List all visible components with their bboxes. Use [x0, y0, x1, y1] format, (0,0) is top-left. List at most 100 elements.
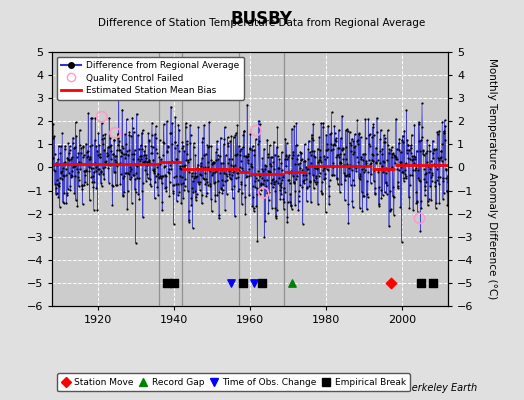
Point: [127, 200, 136, 206]
Point: [373, 128, 381, 135]
Point: [362, 158, 370, 164]
Point: [267, 154, 276, 160]
Point: [421, 171, 429, 177]
Point: [179, 143, 188, 150]
Point: [375, 184, 384, 190]
Point: [158, 199, 167, 205]
Point: [260, 166, 269, 172]
Point: [72, 132, 80, 139]
Point: [76, 165, 84, 172]
Point: [217, 186, 226, 193]
Point: [427, 174, 435, 180]
Point: [151, 172, 160, 179]
Point: [79, 143, 88, 150]
Point: [130, 151, 138, 157]
Point: [330, 123, 339, 129]
Point: [395, 167, 403, 173]
Point: [107, 161, 116, 168]
Point: [341, 172, 349, 178]
Point: [293, 173, 301, 180]
Point: [174, 122, 182, 128]
Point: [135, 161, 144, 167]
Point: [114, 134, 122, 141]
Point: [162, 172, 170, 179]
Point: [260, 234, 268, 240]
Point: [356, 171, 364, 178]
Point: [222, 166, 231, 172]
Point: [258, 175, 266, 181]
Point: [58, 130, 67, 136]
Point: [130, 147, 139, 153]
Point: [163, 118, 171, 124]
Point: [139, 159, 148, 165]
Point: [358, 207, 367, 214]
Point: [60, 173, 69, 179]
Point: [282, 140, 291, 146]
Point: [342, 173, 350, 180]
Point: [296, 182, 304, 188]
Point: [53, 162, 61, 168]
Point: [156, 173, 165, 179]
Point: [320, 176, 328, 182]
Point: [319, 120, 328, 126]
Point: [334, 145, 343, 151]
Point: [279, 171, 287, 178]
Point: [309, 137, 317, 143]
Point: [292, 176, 300, 183]
Point: [341, 127, 350, 134]
Point: [111, 182, 119, 189]
Point: [401, 161, 409, 168]
Point: [235, 143, 243, 149]
Point: [148, 120, 156, 126]
Point: [362, 135, 370, 141]
Point: [392, 154, 400, 161]
Point: [329, 164, 337, 170]
Point: [388, 150, 396, 157]
Point: [94, 166, 102, 172]
Point: [170, 174, 178, 180]
Point: [132, 240, 140, 246]
Point: [439, 175, 447, 181]
Point: [332, 153, 341, 160]
Point: [79, 201, 87, 208]
Point: [182, 157, 191, 164]
Point: [336, 160, 345, 166]
Point: [401, 175, 410, 182]
Point: [59, 200, 68, 206]
Point: [79, 154, 87, 161]
Point: [369, 152, 377, 159]
Point: [348, 176, 357, 183]
Point: [322, 147, 330, 153]
Point: [70, 163, 78, 169]
Point: [55, 180, 63, 186]
Point: [410, 122, 419, 128]
Point: [239, 168, 247, 174]
Point: [193, 161, 202, 168]
Point: [334, 144, 342, 151]
Point: [351, 162, 359, 169]
Point: [166, 130, 174, 136]
Point: [287, 202, 295, 209]
Point: [180, 182, 189, 189]
Point: [220, 170, 228, 176]
Point: [289, 148, 298, 155]
Point: [346, 162, 355, 168]
Point: [273, 124, 281, 130]
Point: [339, 156, 347, 162]
Point: [281, 152, 290, 159]
Point: [279, 206, 288, 212]
Point: [75, 177, 83, 183]
Point: [396, 204, 405, 210]
Point: [49, 120, 58, 127]
Point: [193, 165, 201, 171]
Point: [159, 152, 167, 158]
Point: [192, 194, 201, 200]
Point: [224, 142, 232, 149]
Point: [409, 155, 417, 162]
Point: [199, 164, 208, 171]
Point: [73, 160, 81, 167]
Point: [443, 188, 451, 194]
Point: [145, 137, 154, 144]
Point: [283, 199, 292, 206]
Point: [204, 182, 212, 188]
